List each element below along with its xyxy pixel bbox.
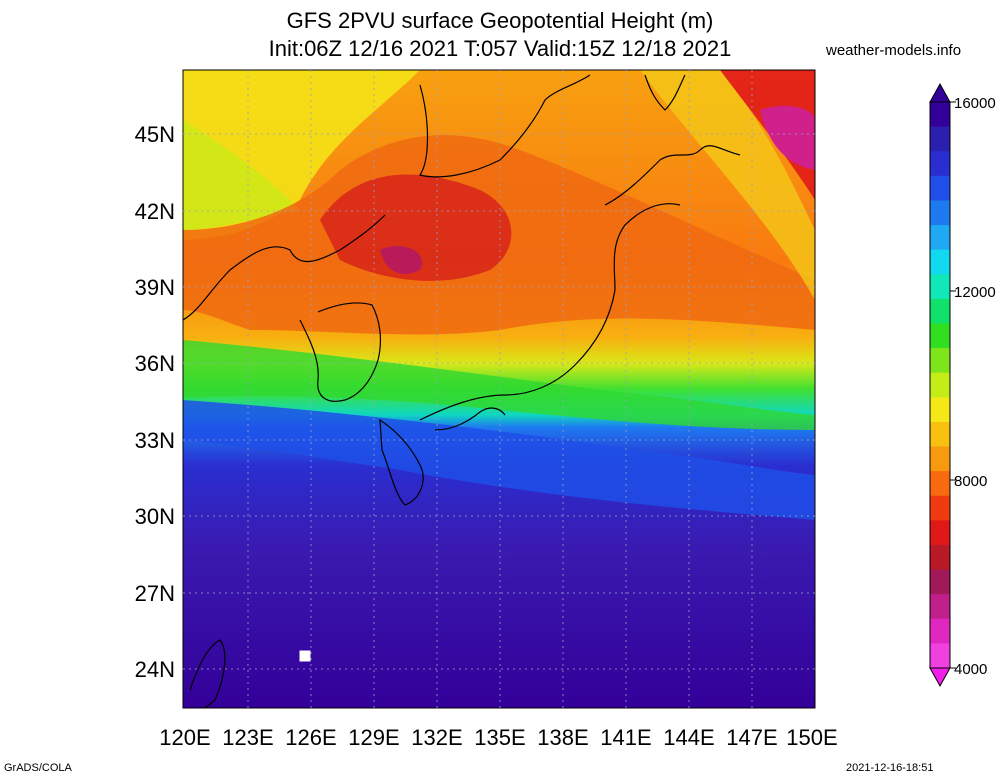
lon-label: 126E [285, 725, 336, 750]
colorbar-swatch [930, 594, 950, 620]
lat-axis: 45N 42N 39N 36N 33N 30N 27N 24N [135, 122, 175, 682]
lon-label: 123E [222, 725, 273, 750]
map-title-line1: GFS 2PVU surface Geopotential Height (m) [286, 8, 714, 33]
lon-axis: 120E 123E 126E 129E 132E 135E 138E 141E … [159, 725, 837, 750]
colorbar-swatch [930, 520, 950, 546]
colorbar-label: 4000 [954, 661, 987, 678]
colorbar-label: 8000 [954, 473, 987, 490]
colorbar-label: 12000 [954, 284, 996, 301]
colorbar-top-arrow [929, 82, 951, 103]
colorbar: 16000 12000 8000 4000 [929, 82, 996, 688]
lat-label: 42N [135, 199, 175, 224]
coastlines [182, 74, 741, 709]
lat-label: 27N [135, 581, 175, 606]
lon-label: 132E [411, 725, 462, 750]
colorbar-swatch [930, 175, 950, 201]
colorbar-swatch [930, 249, 950, 275]
lon-label: 120E [159, 725, 210, 750]
lon-label: 141E [600, 725, 651, 750]
colorbar-swatches [929, 101, 951, 669]
colorbar-label: 16000 [954, 95, 996, 112]
colorbar-swatch [930, 102, 950, 128]
lat-label: 45N [135, 122, 175, 147]
plot-frame [182, 69, 816, 709]
lon-label: 147E [726, 725, 777, 750]
map-title-line2: Init:06Z 12/16 2021 T:057 Valid:15Z 12/1… [268, 36, 732, 61]
colorbar-swatch [930, 397, 950, 423]
colorbar-swatch [930, 544, 950, 571]
colorbar-swatch [930, 298, 950, 324]
colorbar-swatch [930, 495, 950, 521]
lon-label: 135E [474, 725, 525, 750]
lon-label: 129E [348, 725, 399, 750]
colorbar-swatch [930, 348, 950, 374]
colorbar-swatch [930, 323, 950, 349]
lon-label: 138E [537, 725, 588, 750]
colorbar-swatch [930, 372, 950, 398]
colorbar-swatch [930, 151, 950, 177]
lat-label: 36N [135, 351, 175, 376]
field-shading [183, 70, 815, 708]
colorbar-swatch [930, 225, 950, 251]
graticule [183, 70, 815, 708]
colorbar-swatch [930, 126, 950, 152]
colorbar-swatch [930, 274, 950, 300]
colorbar-swatch [930, 569, 950, 595]
lat-label: 33N [135, 428, 175, 453]
colorbar-swatch [930, 421, 950, 448]
colorbar-swatch [930, 471, 950, 497]
lon-label: 150E [786, 725, 837, 750]
colorbar-swatch [930, 643, 950, 669]
site-credit: weather-models.info [826, 42, 962, 59]
islands [299, 650, 311, 662]
lon-label: 144E [663, 725, 714, 750]
software-credit: GrADS/COLA [4, 762, 72, 774]
generated-timestamp: 2021-12-16-18:51 [846, 762, 934, 774]
lat-label: 39N [135, 275, 175, 300]
lat-label: 24N [135, 657, 175, 682]
colorbar-swatch [930, 618, 950, 644]
lat-label: 30N [135, 504, 175, 529]
colorbar-swatch [930, 200, 950, 226]
colorbar-swatch [930, 446, 950, 472]
colorbar-bottom-arrow [929, 667, 951, 688]
